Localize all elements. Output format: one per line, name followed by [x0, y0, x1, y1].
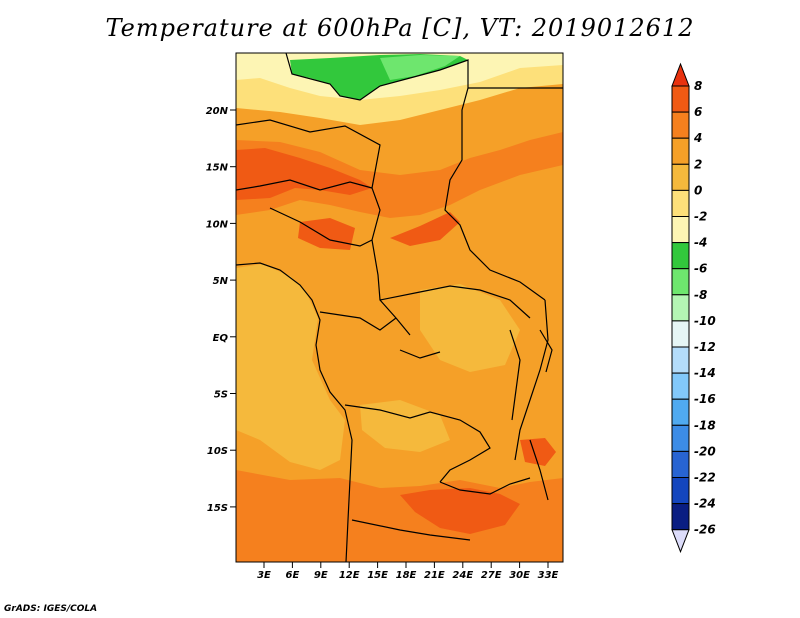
- colorbar-segment: [671, 477, 690, 505]
- field-zone-2-central: [420, 284, 520, 372]
- lat-tick-label: 10S: [207, 446, 228, 457]
- lon-tick-label: 24E: [452, 570, 473, 581]
- colorbar-segment: [671, 137, 690, 165]
- colorbar-label: 0: [694, 183, 702, 197]
- colorbar-label: 6: [694, 105, 702, 119]
- lon-tick-label: 30E: [509, 570, 530, 581]
- lon-tick-label: 18E: [396, 570, 417, 581]
- longitude-ticks: 3E 6E 9E 12E 15E 18E 21E 24E 27E 30E 33E: [257, 562, 559, 581]
- colorbar-arrow-bottom: [671, 529, 690, 554]
- temperature-field: [236, 53, 563, 562]
- colorbar-label: -8: [694, 288, 707, 302]
- colorbar-segment: [671, 372, 690, 400]
- country-borders: [236, 53, 563, 562]
- colorbar: 8 6 4 2 0 -2 -4 -6 -8 -10 -12 -14 -16 -18 -20 -22 -24 -26: [671, 62, 716, 554]
- lon-tick-label: 12E: [339, 570, 360, 581]
- border-angola-namibia: [351, 519, 471, 541]
- colorbar-segment: [671, 189, 690, 217]
- colorbar-segment: [671, 424, 690, 452]
- lat-tick-label: 5N: [213, 276, 229, 287]
- field-zone-minus8: [380, 55, 460, 80]
- colorbar-label: -12: [694, 340, 716, 354]
- field-zone-6-lakes: [520, 438, 556, 466]
- border-sahel-north: [285, 53, 381, 101]
- colorbar-label: -16: [694, 392, 716, 406]
- lat-tick-label: 15N: [206, 163, 229, 174]
- lon-tick-label: 3E: [257, 570, 271, 581]
- colorbar-label: 4: [693, 131, 702, 145]
- map-frame: [235, 52, 564, 563]
- colorbar-label: -14: [694, 366, 716, 380]
- colorbar-label: -20: [694, 444, 716, 458]
- field-zone-6-east: [390, 212, 460, 246]
- lat-tick-label: 5S: [214, 390, 228, 401]
- colorbar-label: -18: [694, 418, 716, 432]
- border-drc-angola: [344, 404, 491, 483]
- chart-title: Temperature at 600hPa [C], VT: 201901261…: [105, 14, 695, 42]
- border-nigeria-cameroon: [269, 207, 373, 247]
- lat-tick-label: 10N: [206, 219, 229, 230]
- colorbar-segment: [671, 268, 690, 296]
- border-zambia: [439, 477, 531, 495]
- colorbar-label: -22: [694, 471, 716, 485]
- border-chad-nigeria: [236, 119, 411, 336]
- latitude-ticks: 20N 15N 10N 5N EQ 5S 10S 15S: [206, 106, 236, 514]
- colorbar-label: 2: [694, 157, 702, 171]
- border-sudan-west: [379, 59, 546, 301]
- field-zone-6-south: [400, 488, 520, 534]
- colorbar-label: -4: [694, 236, 707, 250]
- lon-tick-label: 15E: [367, 570, 388, 581]
- colorbar-segment: [671, 503, 690, 531]
- river-congo: [399, 349, 441, 359]
- colorbar-segment: [671, 320, 690, 348]
- lat-tick-label: 20N: [206, 106, 229, 117]
- colorbar-segment: [671, 398, 690, 426]
- colorbar-segment: [671, 111, 690, 139]
- border-east-africa: [514, 299, 549, 461]
- lake-victoria: [539, 329, 553, 373]
- colorbar-segment: [671, 242, 690, 270]
- colorbar-segment: [671, 346, 690, 374]
- colorbar-label: 8: [694, 79, 702, 93]
- border-gabon-congo: [319, 311, 397, 331]
- colorbar-label: -10: [694, 314, 716, 328]
- lon-tick-label: 9E: [314, 570, 328, 581]
- colorbar-segment: [671, 294, 690, 322]
- lon-tick-label: 6E: [286, 570, 300, 581]
- colorbar-segment: [671, 450, 690, 478]
- lake-malawi: [529, 439, 549, 501]
- lat-tick-label: 15S: [207, 503, 228, 514]
- colorbar-label: -6: [694, 262, 707, 276]
- lake-tanganyika: [509, 329, 521, 421]
- lat-tick-label: EQ: [213, 333, 229, 344]
- field-zone-6-north: [236, 148, 372, 200]
- field-zone-4-north: [236, 132, 563, 218]
- lon-tick-label: 33E: [538, 570, 559, 581]
- colorbar-label: -26: [694, 523, 716, 537]
- border-car-drc: [379, 285, 531, 319]
- coastline-west: [236, 262, 353, 562]
- border-niger-south: [236, 179, 373, 191]
- colorbar-segment: [671, 85, 690, 113]
- grads-credit: GrADS: IGES/COLA: [4, 604, 98, 614]
- colorbar-segment: [671, 163, 690, 191]
- lon-tick-label: 21E: [424, 570, 445, 581]
- colorbar-label: -24: [694, 497, 716, 511]
- colorbar-segment: [671, 216, 690, 244]
- field-zone-2-west: [236, 264, 345, 470]
- colorbar-arrow-top: [671, 62, 690, 87]
- colorbar-label: -2: [694, 210, 707, 224]
- lon-tick-label: 27E: [481, 570, 502, 581]
